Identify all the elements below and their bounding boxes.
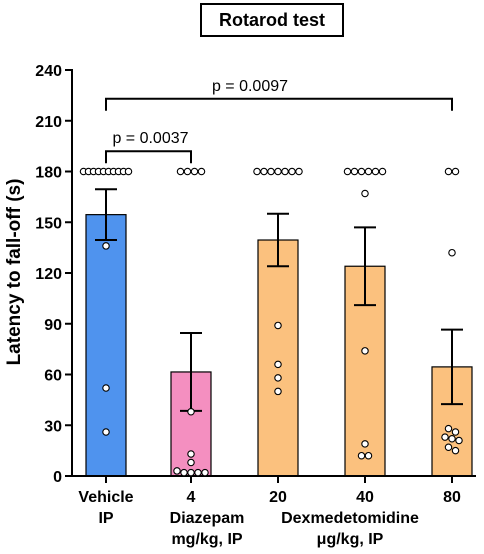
bar-4: [431, 366, 473, 477]
data-point: [378, 167, 387, 176]
chart-title: Rotarod test: [219, 10, 325, 30]
y-tick-label: 210: [35, 114, 62, 131]
x-tick-sublabel: IP: [98, 510, 113, 527]
y-tick-label: 240: [35, 63, 62, 80]
title-box: [200, 3, 344, 37]
data-point: [201, 468, 209, 477]
data-point: [183, 167, 192, 176]
data-point: [364, 451, 373, 460]
group-label-line2: mg/kg, IP: [171, 531, 242, 548]
data-point: [448, 435, 456, 443]
data-point: [444, 167, 453, 176]
data-point: [124, 167, 133, 176]
y-tick-label: 0: [53, 469, 62, 486]
group-label-line2: μg/kg, IP: [317, 531, 384, 548]
data-point: [187, 458, 195, 467]
group-label-line1: Diazepam: [170, 510, 245, 527]
y-axis-label: Latency to fall-off (s): [4, 179, 25, 366]
data-point: [357, 451, 366, 460]
bar-2: [257, 239, 299, 477]
data-point: [444, 424, 453, 433]
data-point: [295, 167, 303, 176]
data-point: [361, 189, 369, 198]
x-tick-label: 20: [269, 489, 287, 506]
group-label-line1: Dexmedetomidine: [281, 510, 419, 527]
x-tick-label: 4: [187, 489, 196, 506]
data-point: [187, 407, 195, 416]
data-point: [455, 436, 463, 445]
data-point: [448, 248, 456, 257]
data-point: [180, 468, 188, 477]
x-tick-label: 80: [443, 489, 461, 506]
data-point: [274, 374, 282, 382]
y-tick-label: 180: [35, 165, 62, 182]
data-point: [190, 167, 199, 176]
data-point: [274, 167, 282, 176]
y-tick-label: 30: [44, 418, 62, 435]
y-tick-label: 120: [35, 266, 62, 283]
x-tick-label: 40: [356, 489, 374, 506]
data-point: [441, 433, 449, 441]
data-point: [187, 468, 195, 477]
data-point: [451, 167, 460, 176]
data-point: [102, 242, 110, 250]
data-point: [260, 167, 268, 176]
data-point: [281, 167, 289, 176]
y-tick-label: 60: [44, 368, 62, 385]
data-point: [253, 167, 261, 176]
data-point: [350, 167, 359, 176]
data-point: [176, 167, 185, 176]
data-point: [102, 384, 110, 392]
bar-0: [85, 214, 127, 477]
data-point: [364, 167, 373, 176]
data-point: [274, 360, 282, 369]
x-tick-label: Vehicle: [78, 489, 133, 506]
data-point: [361, 440, 369, 448]
plot-area: 0 30 60 90 120 150 180 210 240 Vehicle IP 4 20 40 80 Di…: [35, 63, 476, 548]
data-point: [451, 428, 460, 436]
data-point: [267, 167, 275, 176]
data-point: [357, 167, 366, 176]
data-point: [444, 443, 453, 451]
y-tick-label: 150: [35, 215, 62, 232]
significance-bracket: [105, 150, 192, 164]
p-value-label: p = 0.0097: [212, 78, 288, 95]
data-point: [288, 167, 296, 176]
y-tick-label: 90: [44, 317, 62, 334]
data-point: [197, 167, 206, 176]
data-point: [371, 167, 380, 176]
p-value-label: p = 0.0037: [112, 130, 188, 147]
data-point: [187, 450, 195, 458]
data-point: [361, 347, 369, 355]
data-point: [173, 467, 181, 475]
significance-bracket: [105, 97, 453, 111]
data-point: [194, 468, 202, 477]
data-point: [102, 428, 110, 436]
data-point: [274, 321, 282, 330]
data-point: [274, 387, 282, 396]
data-point: [343, 167, 352, 176]
data-point: [451, 446, 460, 455]
